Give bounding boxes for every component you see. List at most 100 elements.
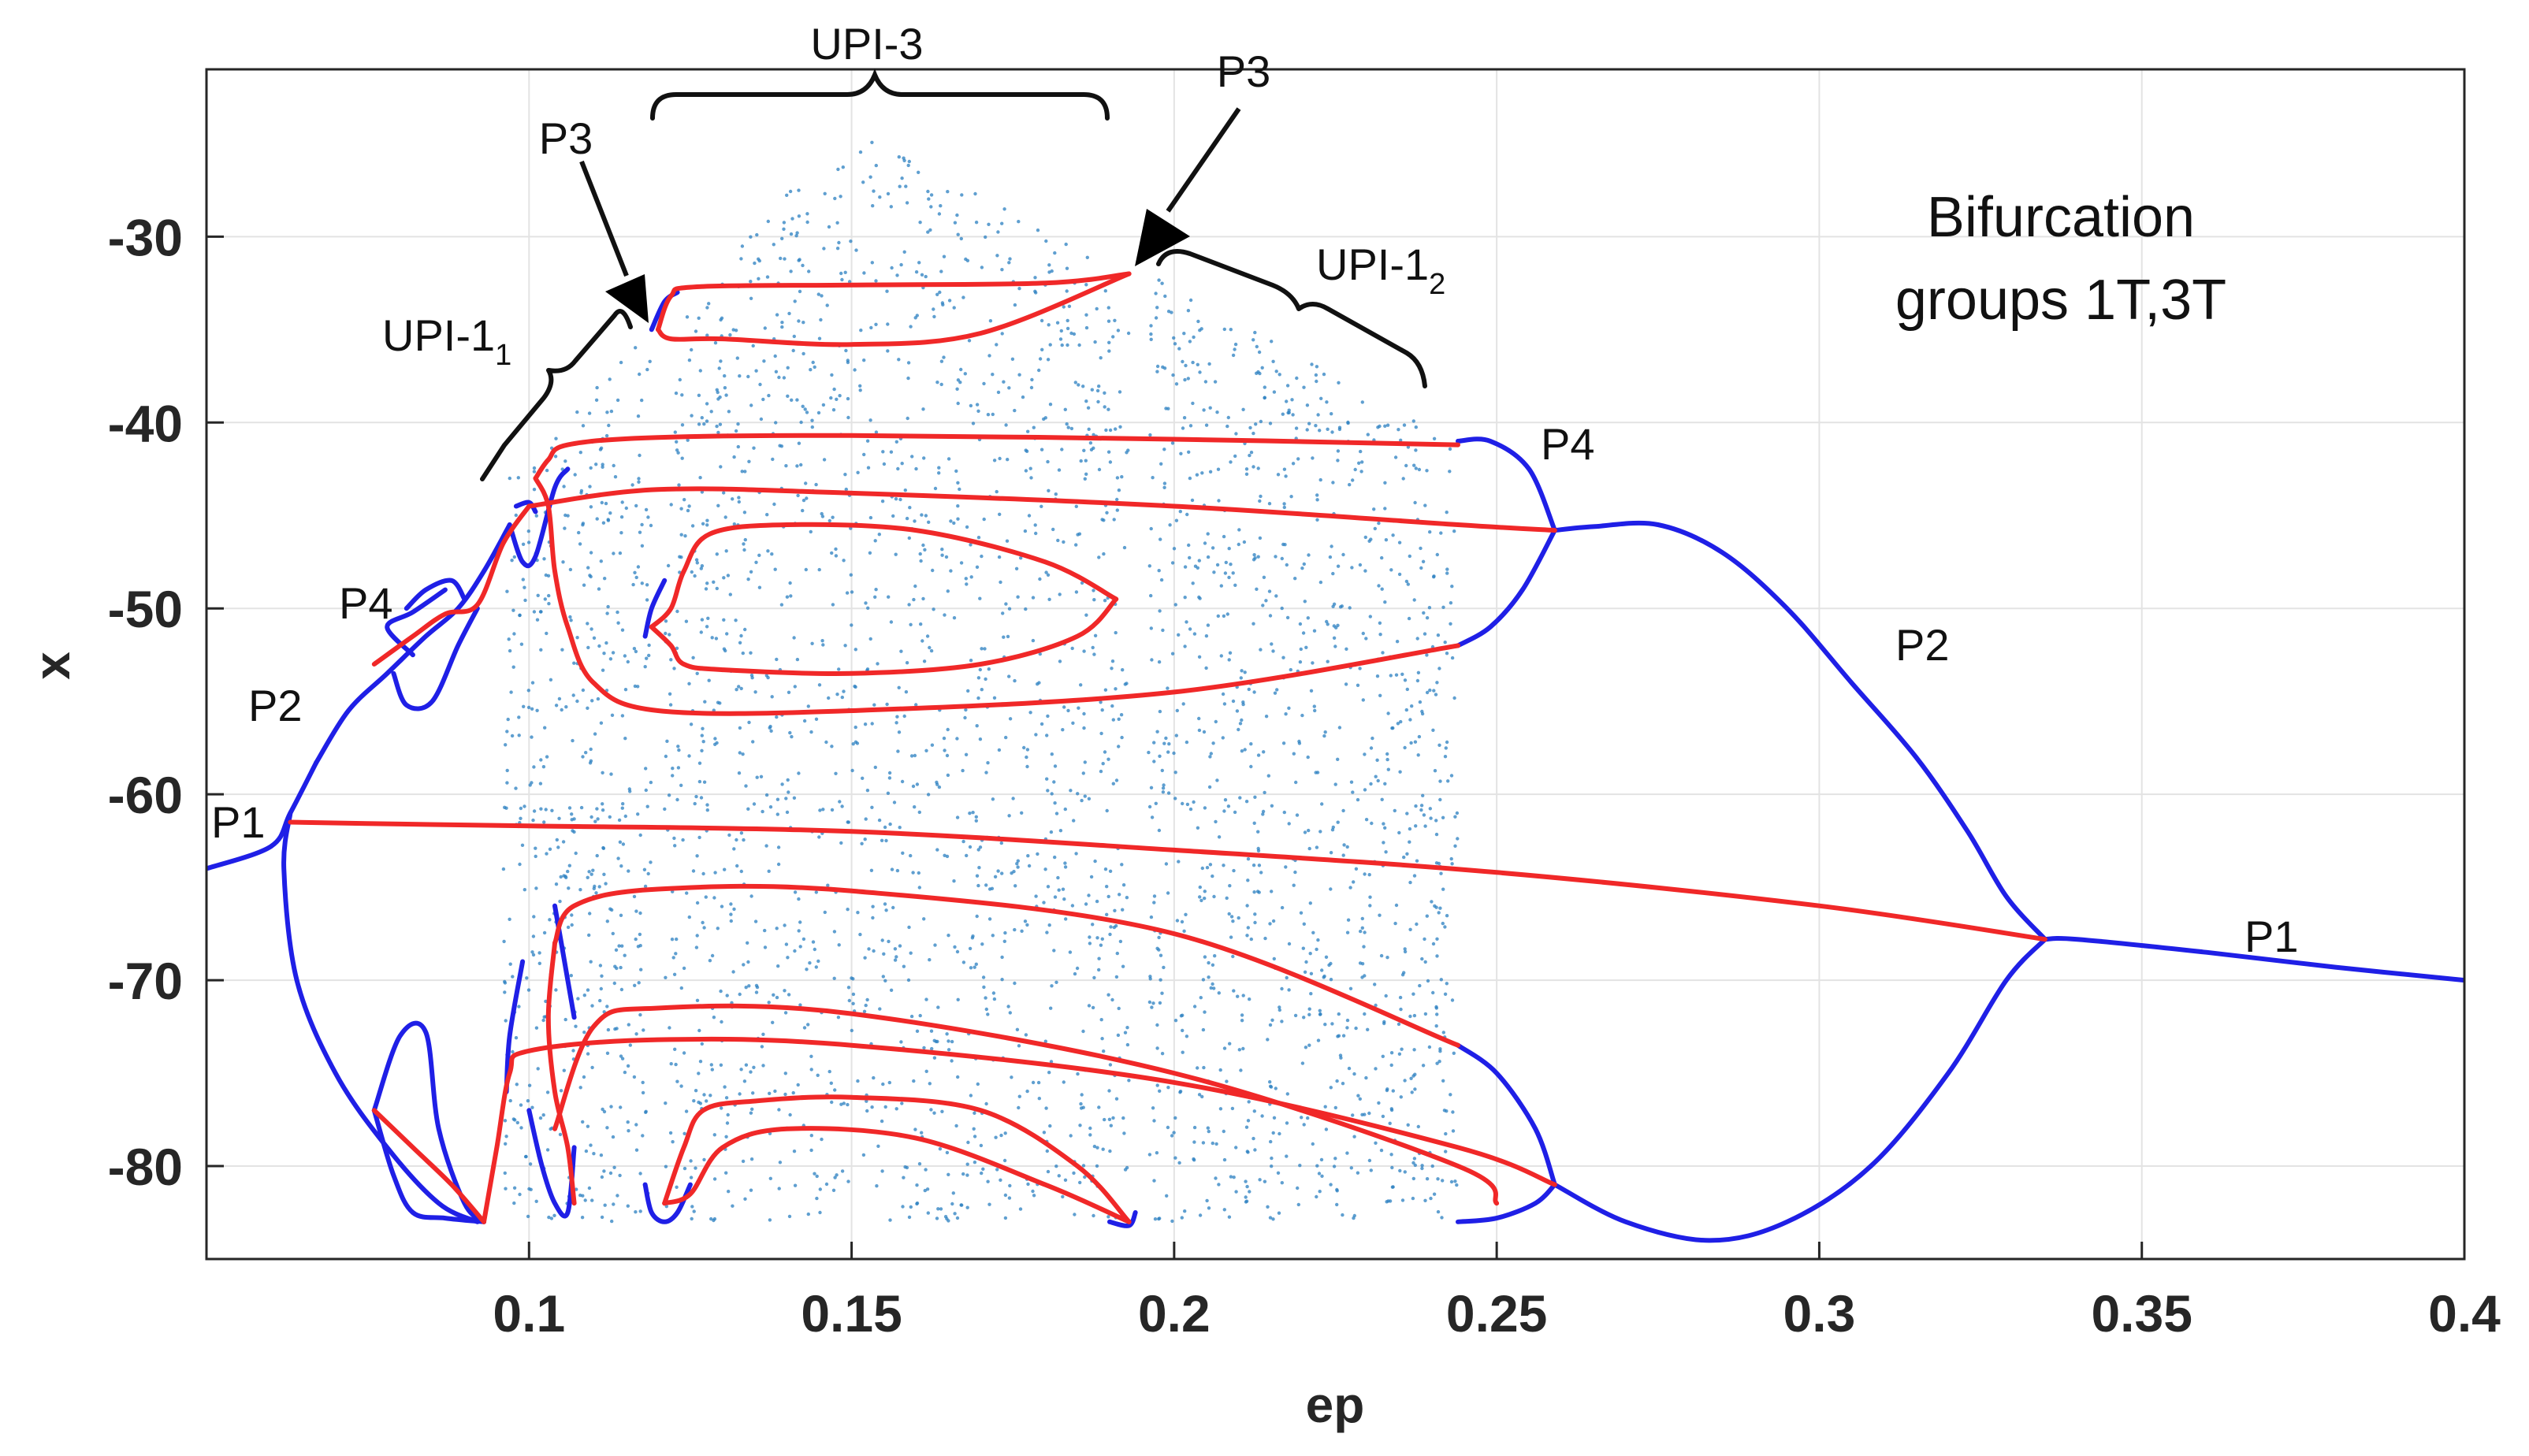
chaos-point [534,846,537,850]
chaos-point [1217,499,1221,503]
chaos-point [1091,1005,1095,1010]
chaos-point [670,938,675,942]
chaos-point [1206,555,1211,559]
chaos-point [1217,835,1222,839]
chaos-point [795,464,799,468]
chaos-point [891,905,895,910]
chaos-point [1448,447,1452,451]
chaos-point [771,1020,775,1025]
chaos-point [647,653,651,658]
chaos-point [1271,919,1276,923]
chaos-point [1358,667,1362,670]
chaos-point [836,1016,841,1020]
chaos-point [1099,700,1103,704]
chaos-point [801,937,806,942]
chaos-point [987,1202,991,1206]
chaos-point [751,1091,755,1095]
chaos-point [766,549,770,553]
chaos-point [1182,929,1186,934]
chaos-point [1042,1131,1047,1135]
chaos-point [1158,1089,1162,1094]
chaos-point [590,699,594,703]
chaos-point [897,155,902,159]
chaos-point [615,1027,619,1031]
chaos-point [1380,555,1384,560]
chaos-point [1256,830,1260,834]
chaos-point [1284,474,1288,478]
chaos-point [1249,451,1254,455]
chaos-point [1421,793,1425,797]
chaos-point [690,1216,694,1221]
chaos-point [967,339,972,343]
chaos-point [1073,1213,1077,1216]
chaos-point [1244,467,1249,471]
chaos-point [839,1102,843,1106]
chaos-point [1125,1042,1130,1047]
chaos-point [793,949,797,953]
chaos-point [1197,595,1201,600]
chaos-point [1280,1181,1285,1185]
chaos-point [768,1091,772,1096]
chaos-point [1385,1200,1389,1204]
chaos-point [792,1150,797,1153]
chaos-point [764,674,768,678]
chaos-point [946,589,950,593]
chaos-point [1364,637,1368,641]
chaos-point [1191,360,1195,365]
chaos-point [995,343,999,347]
chaos-point [1270,890,1274,893]
chaos-point [959,1203,963,1207]
chaos-point [1415,859,1419,863]
chaos-point [1430,1164,1434,1168]
label-p3-right: P3 [1217,46,1271,96]
chaos-point [1045,777,1049,781]
chaos-point [1452,696,1456,700]
chaos-point [815,1174,819,1179]
chaos-point [1363,1012,1367,1016]
chaos-point [1222,809,1226,813]
chaos-point [1202,408,1206,412]
chaos-point [1038,357,1043,361]
stable-branch-7 [371,1108,486,1224]
chaos-point [619,1054,623,1058]
chaos-point [554,436,558,440]
chaos-point [872,949,876,953]
chaos-point [1024,1033,1028,1037]
chaos-point [778,1161,783,1164]
chaos-point [1377,1101,1381,1105]
chaos-point [777,1187,781,1190]
chaos-point [767,1001,771,1005]
chaos-point [604,501,608,506]
chaos-point [866,466,871,470]
chaos-point [1025,748,1030,752]
chaos-point [1440,1216,1444,1220]
chaos-point [1069,426,1074,431]
chaos-point [1068,950,1073,954]
chaos-point [1451,1129,1456,1133]
chaos-point [1082,711,1086,716]
chaos-point [830,745,834,748]
chaos-point [987,917,992,921]
chaos-point [638,453,642,458]
chaos-point [1229,460,1233,464]
chaos-point [1325,619,1329,624]
chaos-point [882,462,887,466]
chaos-point [894,497,898,501]
chaos-point [932,1038,936,1043]
chaos-point [589,466,593,470]
chaos-point [605,919,609,923]
chaos-point [834,554,839,558]
chaos-point [1251,465,1255,469]
chaos-point [930,743,935,747]
chaos-point [1362,945,1366,949]
chaos-point [1049,1060,1054,1064]
chaos-point [1044,1106,1048,1110]
chaos-point [1050,752,1054,756]
chaos-point [702,422,706,426]
chaos-point [1383,507,1387,511]
chaos-point [1166,686,1170,690]
chaos-point [924,748,928,752]
chaos-point [589,815,593,819]
chaos-point [1258,371,1262,376]
chaos-point [675,1079,679,1083]
